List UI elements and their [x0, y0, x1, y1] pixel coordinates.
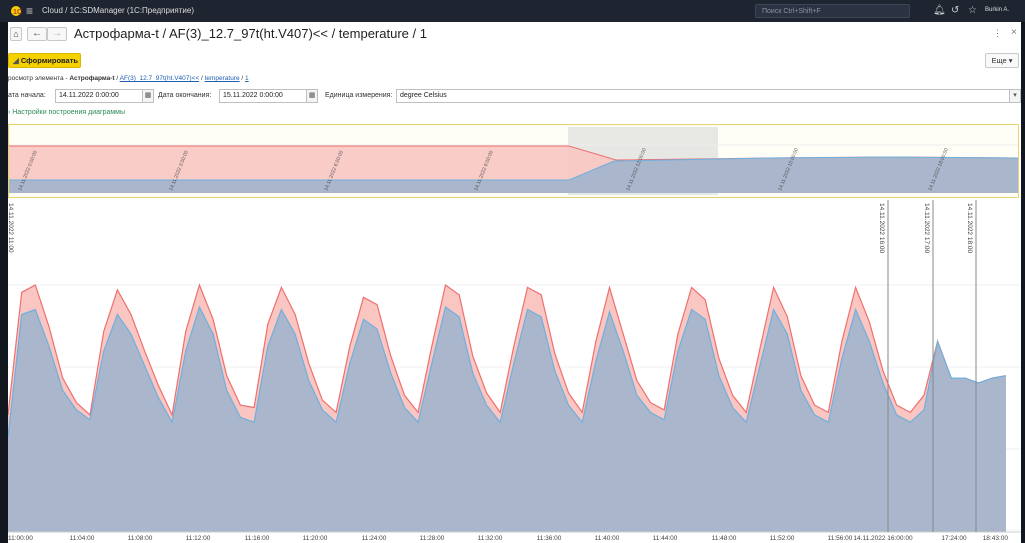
global-search-input[interactable]: Поиск Ctrl+Shift+F: [755, 4, 910, 18]
detail-tick-label: 14.11.2022 16:00:00: [853, 535, 913, 542]
overview-chart-svg[interactable]: 14.11.2022 0:00:00 14.11.2022 3:00:00 14.1…: [9, 125, 1018, 197]
window-title: Cloud / 1С:SDManager (1С:Предприятие): [42, 6, 195, 15]
calendar-icon[interactable]: ▦: [306, 89, 318, 103]
right-frame: [1021, 22, 1025, 543]
detail-tick-label: 11:04:00: [70, 535, 95, 542]
app-logo-icon: 1С: [11, 6, 22, 16]
detail-min-line: [8, 305, 1007, 437]
chart-settings-label: Настройки построения диаграммы: [12, 109, 126, 116]
end-date-field[interactable]: 15.11.2022 0:00:00: [219, 89, 307, 103]
end-date-label: Дата окончания:: [158, 92, 212, 99]
form-more-icon[interactable]: ⋮: [993, 28, 1002, 38]
overview-min-area: [9, 157, 1018, 193]
detail-tick-label: 11:48:00: [712, 535, 737, 542]
breadcrumb-prefix: росмотр элемента -: [8, 75, 70, 82]
notifications-icon[interactable]: 🔔︎: [933, 5, 946, 16]
generate-label: Сформировать: [20, 56, 78, 65]
detail-marker-label: 14.11.2022 11:00: [8, 203, 14, 253]
detail-tick-label: 11:12:00: [186, 535, 211, 542]
detail-tick-label: 11:56:00: [828, 535, 853, 542]
detail-marker-label: 14.11.2022 17:00: [923, 203, 930, 254]
detail-tick-label: 11:20:00: [303, 535, 328, 542]
chart-settings-link[interactable]: › Настройки построения диаграммы: [8, 109, 125, 116]
period-filters: ата начала: 14.11.2022 0:00:00 ▦ Дата ок…: [8, 89, 1021, 103]
chevron-right-icon: ›: [8, 109, 13, 116]
overview-chart[interactable]: 14.11.2022 0:00:00 14.11.2022 3:00:00 14.1…: [8, 124, 1019, 198]
favorites-icon[interactable]: ☆: [968, 5, 977, 16]
back-button[interactable]: ←: [27, 27, 47, 41]
breadcrumb-sep: /: [199, 75, 205, 82]
detail-min-area: [8, 307, 1006, 532]
detail-marker-label: 14.11.2022 18:00: [966, 203, 973, 254]
detail-tick-label: 11:24:00: [362, 535, 387, 542]
page-title: Астрофарма-t / AF(3)_12.7_97t(ht.V407)<<…: [74, 26, 427, 41]
detail-tick-label: 11:08:00: [128, 535, 153, 542]
user-name[interactable]: Burkin A.: [985, 7, 1010, 13]
left-frame: [0, 22, 8, 543]
start-date-label: ата начала:: [8, 92, 46, 99]
breadcrumb-sep: /: [114, 75, 120, 82]
main-menu-icon[interactable]: ≡: [26, 4, 34, 18]
breadcrumb-sep: /: [239, 75, 246, 82]
history-icon[interactable]: ↺: [951, 5, 960, 16]
detail-tick-label: 18:43:00: [983, 535, 1009, 542]
form-header: ⌂ ← → Астрофарма-t / AF(3)_12.7_97t(ht.V…: [8, 22, 1021, 46]
detail-tick-label: 11:52:00: [770, 535, 795, 542]
detail-tick-label: 11:40:00: [595, 535, 620, 542]
detail-tick-label: 11:16:00: [245, 535, 270, 542]
breadcrumb: росмотр элемента - Астрофарма-t / AF(3)_…: [8, 75, 249, 82]
svg-text:1С: 1С: [13, 9, 22, 16]
window-titlebar: 1С ≡ Cloud / 1С:SDManager (1С:Предприяти…: [0, 0, 1025, 22]
home-icon[interactable]: ⌂: [10, 27, 22, 41]
detail-marker-label: 14.11.2022 16:00: [878, 203, 885, 254]
chevron-down-icon[interactable]: ▾: [1009, 89, 1021, 103]
detail-chart[interactable]: 14.11.2022 16:00 14.11.2022 17:00 14.11.20…: [8, 200, 1021, 543]
start-date-field[interactable]: 14.11.2022 0:00:00: [55, 89, 143, 103]
close-icon[interactable]: ×: [1011, 27, 1017, 38]
overview-min-line: [9, 156, 1018, 181]
breadcrumb-link-channel[interactable]: 1: [245, 75, 249, 82]
unit-select[interactable]: degree Celsius: [396, 89, 1015, 103]
detail-tick-label: 11:36:00: [537, 535, 562, 542]
more-button[interactable]: Еще ▾: [985, 53, 1019, 68]
breadcrumb-item: Астрофарма-t: [69, 75, 115, 82]
detail-tick-label: 11:00:00: [8, 535, 33, 542]
forward-button[interactable]: →: [47, 27, 67, 41]
detail-max-line: [8, 283, 1007, 417]
breadcrumb-link-object[interactable]: AF(3)_12.7_97t(ht.V407)<<: [119, 75, 200, 82]
detail-tick-label: 11:44:00: [653, 535, 678, 542]
calendar-icon[interactable]: ▦: [142, 89, 154, 103]
generate-icon: ◢: [13, 56, 21, 65]
unit-label: Единица измерения:: [325, 92, 393, 99]
detail-tick-label: 11:32:00: [478, 535, 503, 542]
generate-button[interactable]: ◢ Сформировать: [8, 53, 81, 68]
detail-tick-label: 11:28:00: [420, 535, 445, 542]
breadcrumb-link-parameter[interactable]: temperature: [204, 75, 240, 82]
detail-tick-label: 17:24:00: [941, 535, 967, 542]
